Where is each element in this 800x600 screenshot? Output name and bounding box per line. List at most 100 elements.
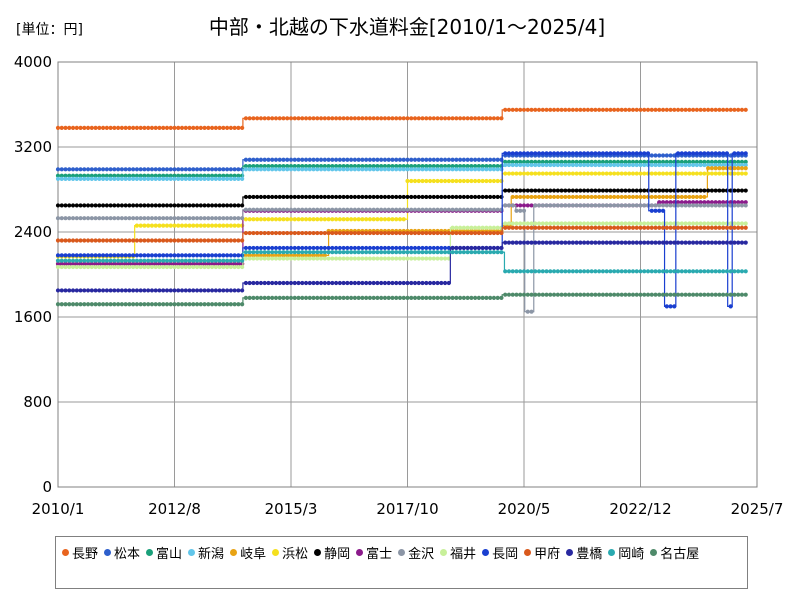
data-point: [352, 116, 357, 121]
data-point: [649, 171, 654, 176]
data-point: [225, 253, 230, 258]
data-point: [736, 203, 741, 208]
data-point: [739, 221, 745, 226]
data-point: [285, 256, 290, 261]
legend-marker-icon: [608, 549, 616, 556]
data-point: [597, 225, 602, 230]
data-point: [615, 107, 621, 112]
data-point: [179, 223, 185, 228]
data-point: [240, 125, 245, 130]
data-point: [157, 261, 162, 266]
data-point: [593, 225, 598, 230]
data-point: [739, 292, 745, 297]
data-point: [732, 188, 737, 193]
data-point: [555, 292, 560, 297]
data-point: [285, 230, 290, 236]
data-point: [236, 238, 241, 243]
data-point: [153, 216, 158, 221]
data-point: [292, 250, 297, 255]
data-point: [589, 159, 594, 164]
data-point: [450, 207, 455, 212]
data-point: [123, 264, 128, 270]
data-point: [315, 116, 320, 121]
data-point: [675, 171, 681, 176]
data-point: [615, 240, 621, 245]
data-point: [435, 157, 440, 162]
data-point: [277, 217, 282, 222]
data-point: [675, 240, 681, 245]
data-point: [153, 288, 158, 293]
data-point: [168, 125, 173, 130]
data-point: [349, 194, 354, 200]
data-point: [540, 162, 545, 168]
data-point: [529, 309, 534, 314]
data-point: [127, 167, 132, 172]
data-point: [473, 225, 478, 230]
data-point: [739, 151, 745, 156]
data-point: [619, 171, 624, 176]
data-point: [292, 295, 297, 300]
data-point: [157, 223, 162, 228]
data-point: [473, 230, 478, 236]
data-point: [420, 116, 425, 121]
data-point: [446, 230, 451, 236]
data-point: [439, 178, 444, 184]
data-point: [736, 225, 741, 230]
data-point: [386, 295, 391, 300]
data-point: [258, 280, 264, 286]
data-point: [709, 203, 715, 208]
data-point: [243, 157, 249, 162]
data-point: [82, 261, 87, 266]
data-point: [454, 157, 459, 162]
data-point: [149, 167, 155, 172]
data-point: [559, 194, 564, 200]
data-point: [649, 162, 654, 168]
data-point: [518, 240, 523, 245]
data-point: [326, 116, 331, 121]
data-point: [240, 264, 245, 270]
data-point: [732, 107, 737, 112]
data-point: [70, 261, 76, 266]
data-point: [424, 116, 429, 121]
data-point: [687, 159, 692, 164]
data-point: [717, 107, 722, 112]
data-point: [412, 157, 418, 162]
data-point: [706, 240, 711, 245]
data-point: [518, 107, 523, 112]
data-point: [191, 253, 196, 258]
data-point: [127, 216, 132, 221]
data-point: [326, 256, 331, 261]
x-tick-label: 2012/8: [148, 500, 201, 518]
data-point: [119, 253, 124, 258]
data-point: [74, 176, 79, 181]
data-point: [634, 269, 639, 274]
data-point: [657, 162, 662, 168]
data-point: [240, 258, 245, 263]
data-point: [604, 221, 609, 226]
data-point: [627, 107, 632, 112]
data-point: [82, 167, 87, 172]
data-point: [255, 230, 260, 236]
data-point: [600, 292, 606, 297]
data-point: [469, 116, 474, 121]
data-point: [206, 264, 211, 270]
data-point: [318, 230, 324, 236]
data-point: [100, 167, 106, 172]
data-point: [281, 207, 286, 212]
data-point: [202, 288, 207, 293]
data-point: [277, 157, 282, 162]
data-point: [612, 221, 617, 226]
data-point: [179, 176, 185, 181]
data-point: [439, 295, 444, 300]
data-point: [270, 230, 275, 236]
data-point: [78, 173, 83, 178]
data-point: [570, 225, 575, 230]
data-point: [277, 295, 282, 300]
data-point: [55, 258, 61, 263]
legend-label: 甲府: [534, 547, 561, 562]
data-point: [458, 178, 463, 184]
data-point: [67, 261, 72, 266]
data-point: [600, 162, 606, 168]
data-point: [89, 167, 94, 172]
data-point: [420, 245, 425, 251]
